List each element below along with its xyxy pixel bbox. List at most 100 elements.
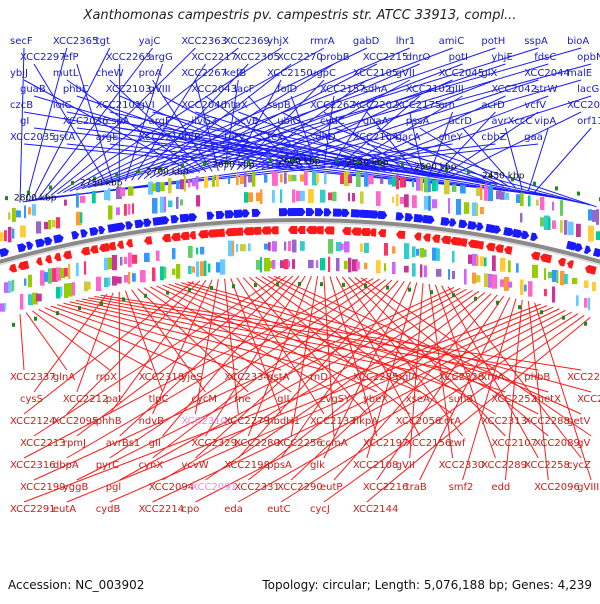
- reverse-feature-block: [584, 298, 588, 308]
- forward-feature-block: [264, 174, 268, 183]
- reverse-feature-block: [436, 248, 440, 261]
- forward-feature-block: [472, 202, 478, 216]
- forward-feature-block: [456, 198, 462, 215]
- reverse-gene-label: cycJ: [310, 504, 330, 515]
- scale-label: 2700 kbp: [146, 167, 189, 177]
- forward-gene-arrow: [512, 228, 523, 238]
- reverse-leader-line: [447, 286, 582, 459]
- forward-feature-block: [196, 175, 199, 190]
- forward-gene-arrow: [359, 209, 372, 219]
- forward-gene-arrow: [440, 217, 451, 226]
- reverse-gene-arrow: [207, 229, 219, 238]
- reverse-leader-line: [195, 309, 566, 503]
- forward-leader-line: [274, 79, 582, 169]
- reverse-feature-block: [52, 268, 58, 282]
- gc-tick-inner: [56, 311, 59, 316]
- scale-label: 2600 kbp: [278, 157, 321, 167]
- forward-leader-line: [342, 95, 463, 170]
- gc-tick-outer: [423, 164, 426, 169]
- gc-tick-outer: [93, 176, 96, 181]
- forward-feature-block: [396, 194, 399, 207]
- forward-leader-line: [376, 127, 504, 187]
- reverse-gene-arrow: [144, 236, 153, 245]
- reverse-feature-block: [96, 276, 102, 292]
- forward-feature-block: [120, 188, 126, 197]
- forward-gene-arrow: [476, 222, 484, 231]
- reverse-gene-label: cycZ: [567, 460, 591, 471]
- gc-tick-inner: [100, 301, 103, 306]
- reverse-feature-block: [500, 257, 506, 272]
- reverse-leader-line: [118, 291, 121, 393]
- forward-gene-arrow: [242, 209, 250, 218]
- forward-feature-block: [152, 197, 158, 214]
- reverse-gene-label: XCC2096: [534, 482, 580, 493]
- forward-feature-block: [312, 170, 318, 186]
- reverse-leader-line: [255, 276, 453, 415]
- forward-feature-block: [36, 221, 42, 234]
- reverse-leader-line: [33, 293, 108, 393]
- reverse-leader-line: [329, 276, 378, 437]
- forward-feature-block: [548, 217, 551, 230]
- forward-feature-block: [412, 179, 415, 188]
- gc-tick-outer: [357, 159, 360, 164]
- gc-tick-inner: [342, 282, 345, 287]
- reverse-feature-block: [228, 240, 234, 257]
- reverse-gene-label: gVII: [396, 460, 415, 471]
- forward-leader-line: [94, 47, 539, 187]
- reverse-gene-arrow: [441, 235, 452, 245]
- reverse-leader-line: [335, 276, 421, 437]
- forward-feature-block: [380, 177, 384, 184]
- forward-leader-line: [88, 47, 496, 189]
- forward-leader-line: [323, 143, 585, 205]
- scale-label: 2450 kbp: [482, 172, 525, 182]
- reverse-gene-label: XCC2273: [567, 372, 600, 383]
- forward-feature-block: [92, 190, 96, 204]
- reverse-feature-block: [280, 260, 285, 269]
- reverse-gene-arrow: [171, 232, 181, 242]
- reverse-feature-block: [152, 267, 156, 282]
- reverse-feature-block: [448, 269, 451, 280]
- reverse-feature-block: [476, 255, 479, 266]
- forward-gene-label: gstA: [53, 132, 75, 143]
- forward-leader-line: [152, 111, 386, 172]
- reverse-feature-block: [108, 277, 111, 286]
- reverse-feature-block: [112, 276, 117, 286]
- forward-feature-block: [296, 190, 301, 202]
- scale-label: 2650 kbp: [212, 160, 255, 170]
- forward-gene-label: sdhA: [363, 84, 388, 95]
- forward-feature-block: [292, 174, 297, 182]
- forward-feature-block: [352, 192, 355, 202]
- reverse-gene-label: XCC2313: [481, 416, 527, 427]
- forward-gene-label: vcfV: [524, 100, 546, 111]
- reverse-gene-label: XCC2290: [277, 482, 323, 493]
- reverse-leader-line: [205, 275, 306, 437]
- forward-feature-block: [412, 195, 417, 208]
- reverse-feature-block: [480, 256, 485, 267]
- reverse-feature-block: [468, 254, 474, 264]
- reverse-feature-block: [500, 279, 506, 287]
- forward-feature-block: [176, 180, 180, 190]
- reverse-leader-line: [119, 275, 294, 437]
- reverse-gene-label: cynX: [139, 460, 164, 471]
- reverse-feature-block: [508, 281, 513, 288]
- forward-feature-block: [592, 210, 598, 222]
- reverse-leader-line: [290, 293, 492, 481]
- reverse-feature-block: [588, 297, 591, 311]
- reverse-gene-label: ybeX: [363, 394, 388, 405]
- reverse-gene-label: XCC2289: [481, 460, 527, 471]
- forward-gene-label: bioA: [567, 36, 589, 47]
- reverse-feature-block: [476, 275, 481, 283]
- reverse-leader-line: [131, 289, 206, 393]
- reverse-feature-block: [56, 267, 62, 281]
- reverse-gene-label: pglA: [396, 372, 418, 383]
- reverse-gene-label: XCC2291: [10, 504, 56, 515]
- scale-label: 2800 kbp: [14, 194, 57, 204]
- reverse-leader-line: [194, 279, 219, 415]
- forward-gene-arrow: [143, 218, 152, 227]
- reverse-feature-block: [404, 243, 410, 259]
- reverse-gene-label: hbdH1: [267, 416, 300, 427]
- reverse-gene-label: XCC2331: [234, 482, 280, 493]
- reverse-leader-line: [23, 277, 368, 459]
- reverse-gene-label: rrpX: [96, 372, 117, 383]
- reverse-gene-label: corA: [439, 416, 462, 427]
